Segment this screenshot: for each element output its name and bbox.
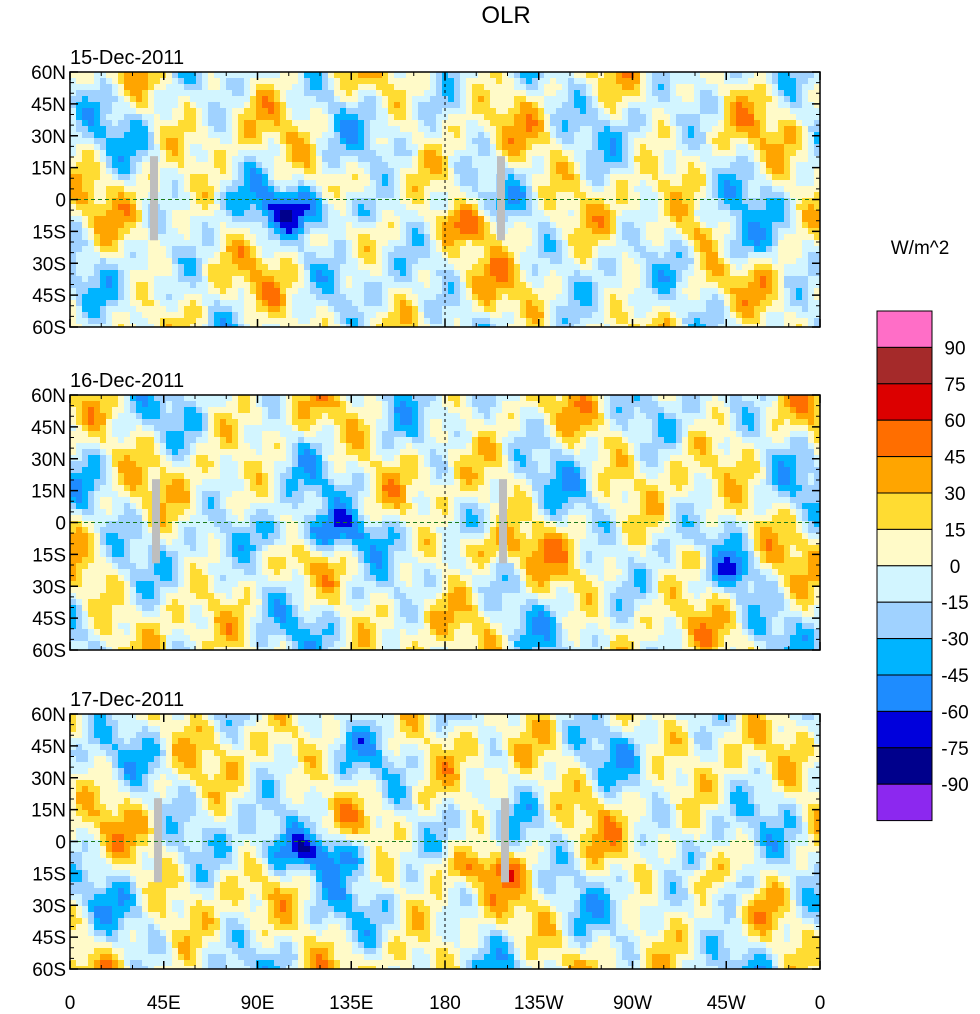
lat-tick-label: 30N <box>31 769 66 790</box>
panel-date-label: 16-Dec-2011 <box>70 370 184 392</box>
panels-group: 15-Dec-201160N45N30N15N015S30S45S60S16-D… <box>31 47 821 981</box>
lat-tick-label: 30S <box>32 896 66 917</box>
lat-tick-label: 45S <box>32 609 66 630</box>
figure-title: OLR <box>481 2 530 29</box>
lat-tick-label: 15N <box>31 159 66 180</box>
colorbar-label: -15 <box>941 593 968 614</box>
lat-tick-label: 60S <box>32 318 66 339</box>
colorbar-units: W/m^2 <box>891 238 950 259</box>
colorbar-box <box>876 674 933 712</box>
colorbar-label: 30 <box>944 484 965 505</box>
colorbar-label: -30 <box>941 630 968 651</box>
colorbar-label: 60 <box>944 411 965 432</box>
lat-tick-label: 60N <box>31 63 66 84</box>
colorbar-label: 45 <box>944 448 965 469</box>
missing-data <box>501 798 509 883</box>
panel-date-label: 17-Dec-2011 <box>70 689 184 711</box>
lat-tick-label: 15N <box>31 482 66 503</box>
lat-tick-label: 45S <box>32 286 66 307</box>
colorbar-box <box>876 638 933 676</box>
lon-tick-label: 90W <box>613 993 652 1014</box>
lat-tick-label: 30S <box>32 577 66 598</box>
olr-field <box>70 395 820 650</box>
colorbar-box <box>876 383 933 421</box>
lat-tick-label: 45N <box>31 95 66 116</box>
colorbar-label: -75 <box>941 739 968 760</box>
colorbar-box <box>876 310 933 348</box>
lat-tick-label: 45N <box>31 737 66 758</box>
lat-tick-label: 15S <box>32 222 66 243</box>
lat-tick-label: 15N <box>31 801 66 822</box>
lat-tick-label: 45S <box>32 928 66 949</box>
colorbar-label: 75 <box>944 375 965 396</box>
colorbar-box <box>876 528 933 567</box>
colorbar-label: 0 <box>950 557 961 578</box>
missing-data <box>154 798 162 883</box>
missing-data <box>499 479 507 564</box>
x-axis-labels: 0 45E 90E 135E 180 135W 90W 45W 0 <box>65 993 826 1014</box>
missing-data <box>497 156 505 241</box>
colorbar-box <box>876 601 933 640</box>
panel-date-label: 15-Dec-2011 <box>70 47 184 69</box>
lon-tick-label: 0 <box>815 993 826 1014</box>
lat-tick-label: 15S <box>32 545 66 566</box>
lat-tick-label: 30N <box>31 450 66 471</box>
colorbar-box <box>876 419 933 458</box>
missing-data <box>150 156 158 241</box>
lat-tick-label: 60N <box>31 386 66 407</box>
lat-tick-label: 15S <box>32 864 66 885</box>
lat-tick-label: 30N <box>31 127 66 148</box>
colorbar-box <box>876 747 933 785</box>
colorbar-box <box>876 710 933 749</box>
colorbar-label: -90 <box>941 775 968 796</box>
olr-field <box>70 714 820 969</box>
lat-tick-label: 45N <box>31 418 66 439</box>
lon-tick-label: 135W <box>514 993 564 1014</box>
lon-tick-label: 90E <box>241 993 275 1014</box>
olr-field <box>70 72 820 327</box>
lat-tick-label: 60S <box>32 960 66 981</box>
lat-tick-label: 60N <box>31 705 66 726</box>
lat-tick-label: 0 <box>55 833 66 854</box>
lat-tick-label: 0 <box>55 191 66 212</box>
colorbar-box <box>876 492 933 530</box>
lat-tick-label: 0 <box>55 514 66 535</box>
lon-tick-label: 45E <box>147 993 181 1014</box>
lat-tick-label: 60S <box>32 641 66 662</box>
lon-tick-label: 180 <box>429 993 461 1014</box>
colorbar-label: -60 <box>941 702 968 723</box>
colorbar-label: 15 <box>944 520 965 541</box>
lat-tick-label: 30S <box>32 254 66 275</box>
colorbar-label: -45 <box>941 666 968 687</box>
colorbar-box <box>876 346 933 385</box>
colorbar-label: 90 <box>944 338 965 359</box>
colorbar-box <box>876 565 933 603</box>
colorbar: 90 75 60 45 30 15 0 -15 -30 -45 -60 -75 -90 <box>876 310 969 822</box>
colorbar-box <box>876 456 933 494</box>
missing-data <box>152 479 160 564</box>
lon-tick-label: 0 <box>65 993 76 1014</box>
lon-tick-label: 45W <box>707 993 746 1014</box>
lon-tick-label: 135E <box>329 993 373 1014</box>
colorbar-box <box>876 783 933 822</box>
